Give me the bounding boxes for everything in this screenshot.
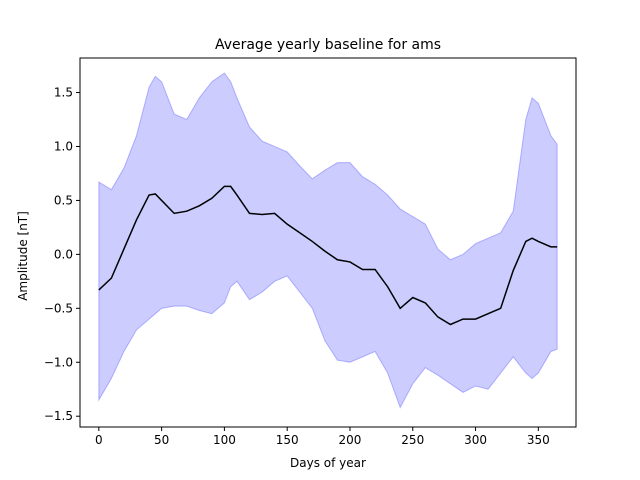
y-tick-label: 0.5: [54, 193, 73, 207]
x-tick-label: 100: [213, 433, 236, 447]
x-tick-label: 200: [339, 433, 362, 447]
y-tick-label: −1.0: [44, 355, 73, 369]
axes-frame: [79, 57, 577, 428]
x-tick-label: 300: [464, 433, 487, 447]
series-line: [98, 185, 558, 326]
x-tick-label: 50: [154, 433, 169, 447]
y-axis-ticks: −1.5 −1.0 −0.5 0.0 0.5 1.0 1.5: [44, 86, 80, 423]
x-tick-label: 0: [95, 433, 103, 447]
x-axis-label: Days of year: [290, 456, 366, 470]
y-tick-label: 0.0: [54, 247, 73, 261]
y-tick-label: 1.0: [54, 139, 73, 153]
x-tick-label: 250: [401, 433, 424, 447]
y-axis-label: Amplitude [nT]: [16, 211, 30, 301]
chart-title: Average yearly baseline for ams: [215, 37, 441, 53]
x-tick-label: 350: [527, 433, 550, 447]
x-tick-label: 150: [276, 433, 299, 447]
y-tick-label: 1.5: [54, 86, 73, 100]
y-tick-label: −0.5: [44, 301, 73, 315]
plot-area: [79, 57, 577, 428]
x-axis-ticks: 0 50 100 150 200 250 300 350: [95, 427, 550, 447]
range-band: [98, 72, 558, 409]
y-tick-label: −1.5: [44, 409, 73, 423]
